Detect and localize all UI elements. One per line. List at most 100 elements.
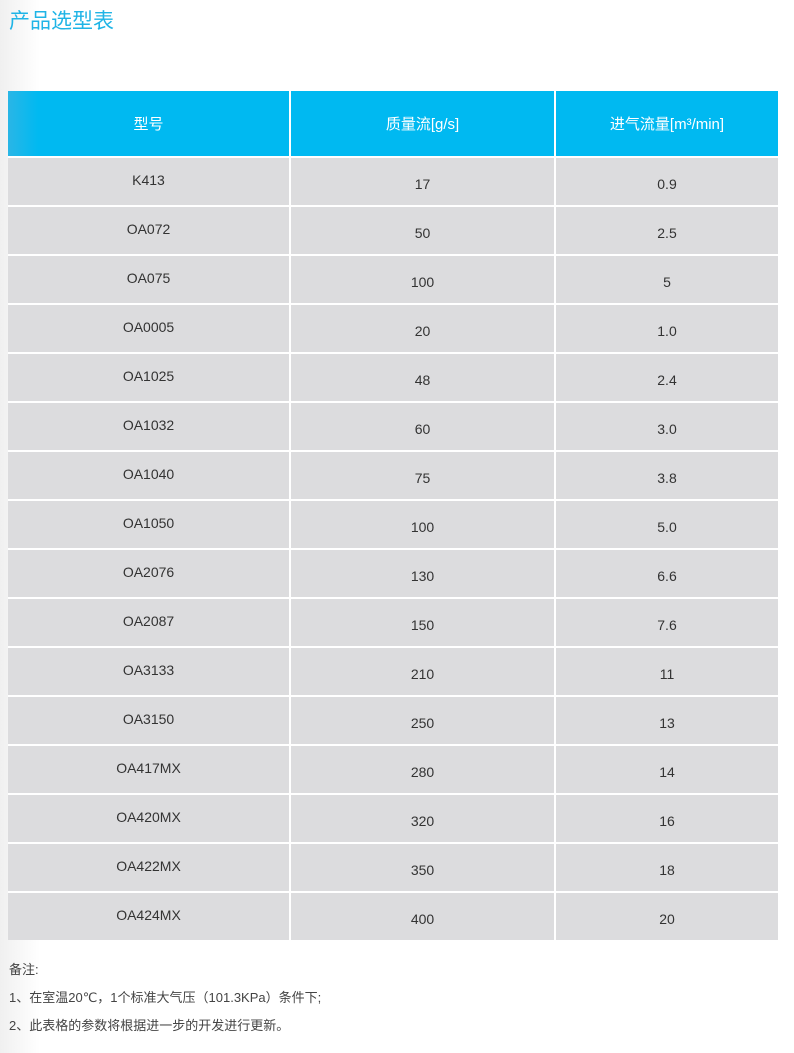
- cell-intake-flow-text: 2.5: [657, 224, 677, 241]
- cell-mass-flow-text: 250: [410, 714, 435, 731]
- cell-intake-flow: 3.8: [555, 450, 778, 500]
- cell-intake-flow-text: 18: [659, 861, 675, 878]
- cell-intake-flow-text: 16: [659, 812, 675, 829]
- cell-mass-flow: 400: [290, 891, 556, 940]
- cell-model-text: OA072: [126, 220, 171, 237]
- cell-mass-flow-text: 350: [410, 861, 435, 878]
- table-row: OA1032 60 3.0: [8, 401, 778, 451]
- cell-intake-flow: 2.4: [555, 352, 778, 402]
- cell-intake-flow-text: 3.0: [657, 420, 677, 437]
- cell-model-text: OA1025: [122, 367, 175, 384]
- cell-model-text: OA417MX: [116, 759, 181, 776]
- product-selection-table: 型号 质量流[g/s] 进气流量[m³/min] K413 17 0.9 OA072 5…: [8, 91, 778, 940]
- cell-mass-flow-text: 100: [410, 518, 435, 535]
- cell-model: OA1032: [8, 401, 291, 451]
- table-row: OA1040 75 3.8: [8, 450, 778, 500]
- cell-mass-flow: 100: [290, 254, 556, 304]
- table-row: OA1025 48 2.4: [8, 352, 778, 402]
- cell-model-text: K413: [132, 171, 165, 188]
- cell-mass-flow: 210: [290, 646, 556, 696]
- cell-mass-flow-text: 280: [410, 763, 435, 780]
- cell-mass-flow-text: 50: [414, 224, 431, 241]
- notes-label: 备注:: [9, 962, 39, 977]
- cell-mass-flow: 60: [290, 401, 556, 451]
- header-intake-flow: 进气流量[m³/min]: [555, 91, 778, 157]
- cell-intake-flow-text: 13: [659, 714, 675, 731]
- cell-model: OA3150: [8, 695, 291, 745]
- cell-mass-flow-text: 130: [410, 567, 435, 584]
- cell-intake-flow: 5: [555, 254, 778, 304]
- cell-model-text: OA1040: [122, 465, 175, 482]
- cell-intake-flow-text: 7.6: [657, 616, 677, 633]
- cell-intake-flow: 1.0: [555, 303, 778, 353]
- cell-model: K413: [8, 156, 291, 206]
- cell-model-text: OA2076: [122, 563, 175, 580]
- cell-mass-flow-text: 20: [414, 322, 431, 339]
- cell-mass-flow-text: 60: [414, 420, 431, 437]
- cell-intake-flow-text: 1.0: [657, 322, 677, 339]
- cell-mass-flow: 320: [290, 793, 556, 843]
- table-row: OA0005 20 1.0: [8, 303, 778, 353]
- cell-intake-flow: 16: [555, 793, 778, 843]
- cell-model-text: OA424MX: [116, 906, 181, 923]
- cell-model: OA2087: [8, 597, 291, 647]
- cell-mass-flow-text: 75: [414, 469, 431, 486]
- cell-mass-flow-text: 400: [410, 910, 435, 927]
- cell-model-text: OA420MX: [116, 808, 181, 825]
- cell-mass-flow-text: 150: [410, 616, 435, 633]
- table-row: OA2076 130 6.6: [8, 548, 778, 598]
- cell-mass-flow: 280: [290, 744, 556, 794]
- cell-intake-flow-text: 3.8: [657, 469, 677, 486]
- table-row: OA3133 210 11: [8, 646, 778, 696]
- cell-model: OA424MX: [8, 891, 291, 940]
- cell-intake-flow-text: 0.9: [657, 175, 677, 192]
- table-row: OA2087 150 7.6: [8, 597, 778, 647]
- cell-intake-flow: 5.0: [555, 499, 778, 549]
- cell-mass-flow: 17: [290, 156, 556, 206]
- cell-model-text: OA422MX: [116, 857, 181, 874]
- cell-intake-flow: 14: [555, 744, 778, 794]
- cell-mass-flow: 250: [290, 695, 556, 745]
- cell-mass-flow-text: 17: [414, 175, 431, 192]
- cell-model: OA422MX: [8, 842, 291, 892]
- cell-model: OA2076: [8, 548, 291, 598]
- cell-intake-flow: 18: [555, 842, 778, 892]
- cell-model-text: OA2087: [122, 612, 175, 629]
- cell-intake-flow: 6.6: [555, 548, 778, 598]
- table-row: OA1050 100 5.0: [8, 499, 778, 549]
- cell-mass-flow: 130: [290, 548, 556, 598]
- cell-intake-flow: 3.0: [555, 401, 778, 451]
- cell-mass-flow: 150: [290, 597, 556, 647]
- cell-model: OA420MX: [8, 793, 291, 843]
- cell-model-text: OA3150: [122, 710, 175, 727]
- cell-model-text: OA1032: [122, 416, 175, 433]
- cell-intake-flow: 0.9: [555, 156, 778, 206]
- table-row: K413 17 0.9: [8, 156, 778, 206]
- cell-model: OA1040: [8, 450, 291, 500]
- table-row: OA420MX 320 16: [8, 793, 778, 843]
- cell-mass-flow: 20: [290, 303, 556, 353]
- cell-intake-flow: 11: [555, 646, 778, 696]
- table-row: OA3150 250 13: [8, 695, 778, 745]
- cell-model: OA0005: [8, 303, 291, 353]
- cell-intake-flow: 20: [555, 891, 778, 940]
- cell-model-text: OA3133: [122, 661, 175, 678]
- cell-intake-flow-text: 5.0: [657, 518, 677, 535]
- cell-model: OA072: [8, 205, 291, 255]
- cell-model: OA1050: [8, 499, 291, 549]
- cell-intake-flow-text: 5: [663, 273, 671, 290]
- cell-mass-flow: 48: [290, 352, 556, 402]
- header-mass-flow: 质量流[g/s]: [290, 91, 556, 157]
- table-header-row: 型号 质量流[g/s] 进气流量[m³/min]: [8, 91, 778, 157]
- cell-model-text: OA0005: [122, 318, 175, 335]
- table-row: OA424MX 400 20: [8, 891, 778, 940]
- note-item: 1、在室温20℃，1个标准大气压（101.3KPa）条件下;: [9, 990, 322, 1005]
- cell-intake-flow-text: 20: [659, 910, 675, 927]
- table-row: OA422MX 350 18: [8, 842, 778, 892]
- cell-intake-flow-text: 6.6: [657, 567, 677, 584]
- cell-model-text: OA1050: [122, 514, 175, 531]
- cell-intake-flow-text: 11: [659, 665, 675, 682]
- cell-mass-flow: 350: [290, 842, 556, 892]
- table-row: OA075 100 5: [8, 254, 778, 304]
- table-row: OA417MX 280 14: [8, 744, 778, 794]
